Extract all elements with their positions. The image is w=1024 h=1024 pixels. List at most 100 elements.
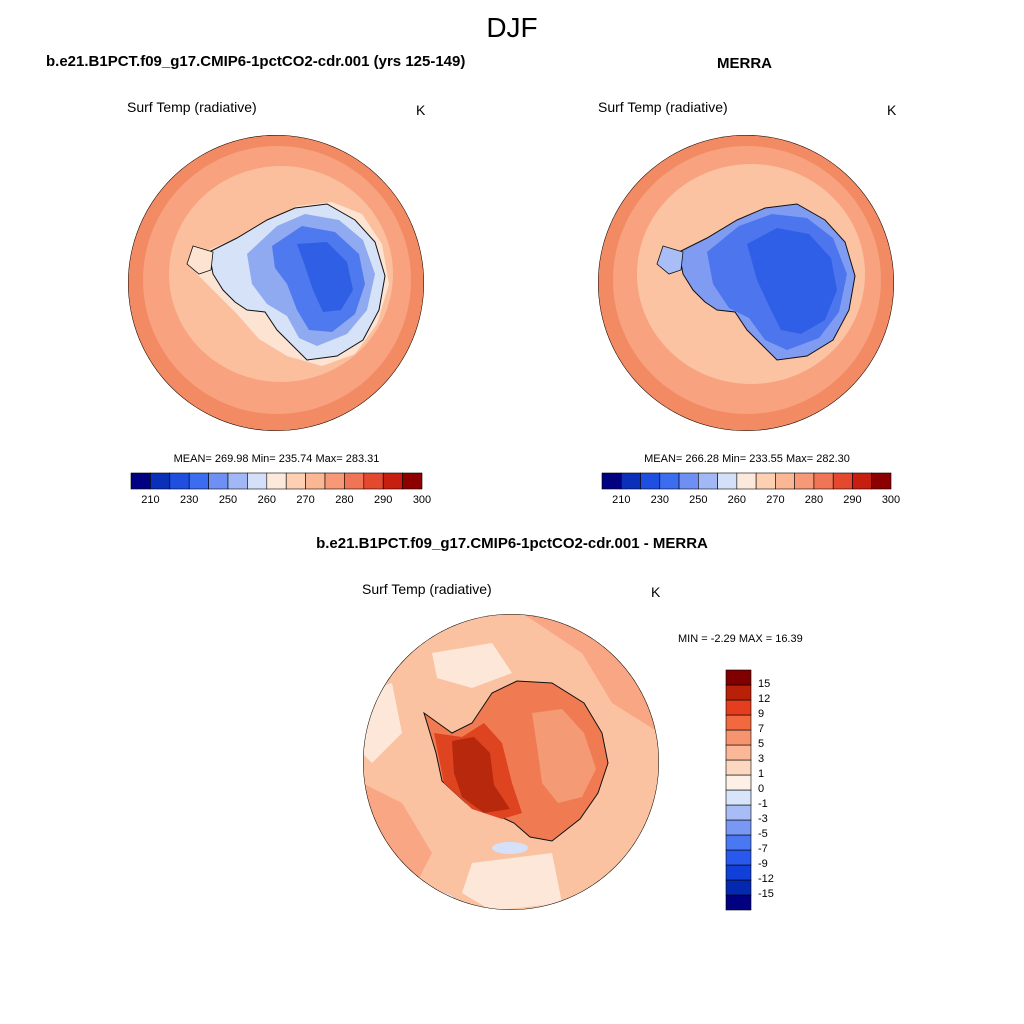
colorbar-tick-label: -12 bbox=[758, 873, 774, 885]
panel-1-peninsula bbox=[186, 245, 214, 275]
colorbar-tick-label: 12 bbox=[758, 693, 771, 705]
colorbar-swatch bbox=[285, 472, 306, 490]
colorbar-tick-label: 230 bbox=[650, 494, 669, 506]
colorbar-swatch bbox=[794, 472, 815, 490]
colorbar-swatch bbox=[601, 472, 622, 490]
colorbar-swatch bbox=[725, 744, 752, 761]
colorbar-tick-label: -7 bbox=[758, 843, 768, 855]
colorbar-tick-label: 270 bbox=[766, 494, 785, 506]
panel-1-stats: MEAN= 269.98 Min= 235.74 Max= 283.31 bbox=[173, 453, 380, 465]
colorbar-swatch bbox=[725, 699, 752, 716]
colorbar-tick-label: -5 bbox=[758, 828, 768, 840]
panel-2-map bbox=[598, 135, 894, 431]
panel-3-ocean-cool-2 bbox=[426, 893, 454, 905]
colorbar-tick-label: -15 bbox=[758, 888, 774, 900]
colorbar-swatch bbox=[717, 472, 738, 490]
colorbar-tick-label: 250 bbox=[218, 494, 238, 506]
panel-3-stats: MIN = -2.29 MAX = 16.39 bbox=[678, 633, 803, 645]
colorbar-swatch bbox=[659, 472, 680, 490]
colorbar-tick-label: -1 bbox=[758, 798, 768, 810]
panel-3-ocean-pale-3 bbox=[462, 853, 562, 910]
colorbar-swatch bbox=[832, 472, 853, 490]
colorbar-swatch bbox=[813, 472, 834, 490]
colorbar-tick-label: 9 bbox=[758, 708, 765, 720]
panel-3-title: b.e21.B1PCT.f09_g17.CMIP6-1pctCO2-cdr.00… bbox=[316, 535, 708, 552]
panel-2-title: MERRA bbox=[717, 55, 772, 72]
colorbar-tick-label: 15 bbox=[758, 678, 771, 690]
colorbar-tick-label: 7 bbox=[758, 723, 765, 735]
panel-2-colorbar bbox=[601, 472, 892, 490]
colorbar-tick-label: 1 bbox=[758, 768, 765, 780]
colorbar-swatch bbox=[725, 759, 752, 776]
colorbar-swatch bbox=[402, 472, 423, 490]
colorbar-tick-label: 210 bbox=[612, 494, 631, 506]
panel-3-west-hot bbox=[452, 737, 510, 813]
panel-2-field-label: Surf Temp (radiative) bbox=[598, 99, 728, 115]
colorbar-swatch bbox=[725, 894, 752, 911]
colorbar-tick-label: -9 bbox=[758, 858, 768, 870]
colorbar-swatch bbox=[344, 472, 365, 490]
colorbar-tick-label: 300 bbox=[412, 494, 432, 506]
colorbar-swatch bbox=[755, 472, 776, 490]
colorbar-swatch bbox=[640, 472, 661, 490]
colorbar-tick-label: 210 bbox=[141, 494, 160, 506]
colorbar-swatch bbox=[305, 472, 326, 490]
colorbar-swatch bbox=[725, 714, 752, 731]
colorbar-swatch bbox=[130, 472, 151, 490]
colorbar-swatch bbox=[247, 472, 268, 490]
colorbar-swatch bbox=[725, 729, 752, 746]
panel-3-ocean-cool-1 bbox=[492, 842, 528, 854]
colorbar-swatch bbox=[188, 472, 209, 490]
colorbar-swatch bbox=[725, 819, 752, 836]
colorbar-swatch bbox=[725, 774, 752, 791]
panel-3-map bbox=[363, 614, 659, 910]
panel-2-peninsula bbox=[656, 245, 684, 275]
colorbar-swatch bbox=[382, 472, 403, 490]
colorbar-swatch bbox=[266, 472, 287, 490]
colorbar-tick-label: 250 bbox=[689, 494, 708, 506]
colorbar-swatch bbox=[725, 849, 752, 866]
colorbar-tick-label: 280 bbox=[335, 494, 354, 506]
colorbar-tick-label: 5 bbox=[758, 738, 765, 750]
colorbar-tick-label: 260 bbox=[727, 494, 747, 506]
colorbar-tick-label: 290 bbox=[374, 494, 393, 506]
panel-1-colorbar bbox=[130, 472, 423, 490]
panel-3-field-label: Surf Temp (radiative) bbox=[362, 581, 492, 597]
panel-2-ice-sheet-core bbox=[747, 228, 837, 334]
panel-1-title: b.e21.B1PCT.f09_g17.CMIP6-1pctCO2-cdr.00… bbox=[46, 53, 466, 70]
colorbar-swatch bbox=[871, 472, 892, 490]
colorbar-swatch bbox=[725, 864, 752, 881]
colorbar-tick-label: 280 bbox=[804, 494, 824, 506]
colorbar-swatch bbox=[775, 472, 795, 490]
panel-3-east-mild bbox=[532, 709, 596, 803]
panel-1-units: K bbox=[416, 102, 426, 118]
panel-3-colorbar bbox=[725, 669, 752, 911]
colorbar-tick-label: -3 bbox=[758, 813, 768, 825]
colorbar-swatch bbox=[678, 472, 699, 490]
colorbar-swatch bbox=[620, 472, 641, 490]
colorbar-swatch bbox=[227, 472, 248, 490]
colorbar-swatch bbox=[208, 472, 229, 490]
colorbar-swatch bbox=[725, 669, 752, 686]
colorbar-swatch bbox=[169, 472, 190, 490]
colorbar-swatch bbox=[725, 684, 752, 701]
colorbar-tick-label: 3 bbox=[758, 753, 765, 765]
colorbar-swatch bbox=[725, 834, 752, 851]
panel-3-ocean-pale-1 bbox=[432, 643, 512, 688]
colorbar-swatch bbox=[725, 789, 752, 806]
panel-1-field-label: Surf Temp (radiative) bbox=[127, 99, 257, 115]
colorbar-swatch bbox=[852, 472, 873, 490]
panel-1-map bbox=[128, 135, 424, 431]
colorbar-tick-label: 300 bbox=[881, 494, 901, 506]
colorbar-swatch bbox=[725, 879, 752, 896]
colorbar-swatch bbox=[150, 472, 171, 490]
panel-2-units: K bbox=[887, 102, 897, 118]
colorbar-tick-label: 290 bbox=[843, 494, 862, 506]
colorbar-tick-label: 0 bbox=[758, 783, 765, 795]
panel-2-stats: MEAN= 266.28 Min= 233.55 Max= 282.30 bbox=[644, 453, 850, 465]
figure-title: DJF bbox=[486, 12, 538, 43]
colorbar-tick-label: 260 bbox=[257, 494, 276, 506]
panel-1-ice-sheet-core bbox=[297, 242, 353, 312]
colorbar-swatch bbox=[698, 472, 718, 490]
colorbar-swatch bbox=[736, 472, 757, 490]
